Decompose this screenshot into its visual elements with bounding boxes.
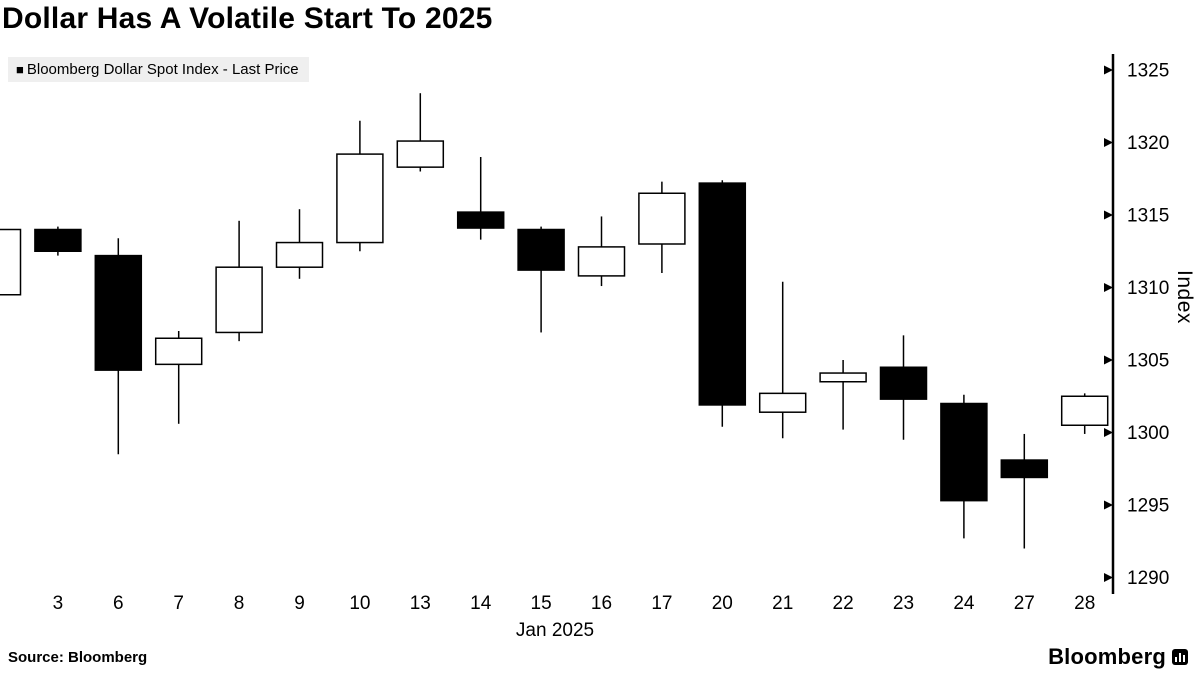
x-tick-label: 3 <box>53 593 64 614</box>
x-tick-label: 16 <box>591 593 612 614</box>
candle-body <box>1000 459 1049 479</box>
x-tick-label: 6 <box>113 593 124 614</box>
y-tick-mark <box>1104 138 1113 147</box>
x-tick-label: 22 <box>833 593 854 614</box>
x-tick-label: 9 <box>294 593 305 614</box>
legend-label: Bloomberg Dollar Spot Index - Last Price <box>26 61 299 78</box>
y-tick-mark <box>1104 65 1113 75</box>
x-tick-label: 15 <box>531 593 552 614</box>
bloomberg-logo: Bloomberg <box>1048 644 1188 670</box>
y-tick-mark <box>1104 573 1113 582</box>
candle-body <box>879 366 928 400</box>
y-axis-title: Index <box>1173 270 1196 324</box>
candle-body <box>758 392 807 413</box>
candle-body <box>0 228 22 296</box>
x-axis-title: Jan 2025 <box>515 620 595 641</box>
legend-marker-icon: ■ <box>16 62 24 77</box>
y-tick-label: 1295 <box>1127 496 1169 517</box>
y-tick-mark <box>1104 283 1113 292</box>
x-tick-label: 27 <box>1014 593 1035 614</box>
y-tick-label: 1315 <box>1127 206 1169 227</box>
candle-body <box>517 228 565 271</box>
x-tick-label: 14 <box>470 593 492 614</box>
candle-body <box>638 192 686 245</box>
bloomberg-logo-text: Bloomberg <box>1048 644 1166 669</box>
candle-body <box>1060 395 1109 426</box>
candle-body <box>940 402 988 502</box>
candle-body <box>336 153 384 244</box>
x-tick-label: 10 <box>349 593 370 614</box>
x-tick-label: 13 <box>410 593 431 614</box>
bloomberg-terminal-icon <box>1172 649 1188 665</box>
y-tick-label: 1305 <box>1127 351 1169 372</box>
x-tick-label: 7 <box>173 593 184 614</box>
candle-body <box>456 211 505 229</box>
x-tick-label: 17 <box>651 593 672 614</box>
y-tick-label: 1325 <box>1127 61 1169 82</box>
x-tick-label: 23 <box>893 593 914 614</box>
x-tick-label: 28 <box>1074 593 1095 614</box>
source-note: Source: Bloomberg <box>8 649 148 666</box>
candle-body <box>396 140 445 168</box>
chart-title: Dollar Has A Volatile Start To 2025 <box>2 2 493 35</box>
legend: ■ Bloomberg Dollar Spot Index - Last Pri… <box>8 57 309 82</box>
y-tick-label: 1290 <box>1127 568 1169 589</box>
candle-body <box>275 241 324 268</box>
candle-body <box>577 246 626 277</box>
candle-body <box>94 254 143 371</box>
x-tick-label: 8 <box>234 593 245 614</box>
x-tick-label: 21 <box>772 593 793 614</box>
y-tick-mark <box>1104 500 1113 510</box>
x-tick-label: 24 <box>953 593 975 614</box>
y-tick-label: 1310 <box>1127 278 1169 299</box>
candle-body <box>819 372 867 383</box>
candle-body <box>154 337 203 366</box>
y-tick-label: 1300 <box>1127 423 1169 444</box>
y-tick-label: 1320 <box>1127 133 1169 154</box>
y-tick-mark <box>1104 210 1113 220</box>
candle-body <box>34 228 82 252</box>
candle-body <box>698 182 747 406</box>
x-tick-label: 20 <box>712 593 733 614</box>
candle-body <box>215 266 263 334</box>
y-tick-mark <box>1104 428 1113 437</box>
y-tick-mark <box>1104 355 1113 365</box>
